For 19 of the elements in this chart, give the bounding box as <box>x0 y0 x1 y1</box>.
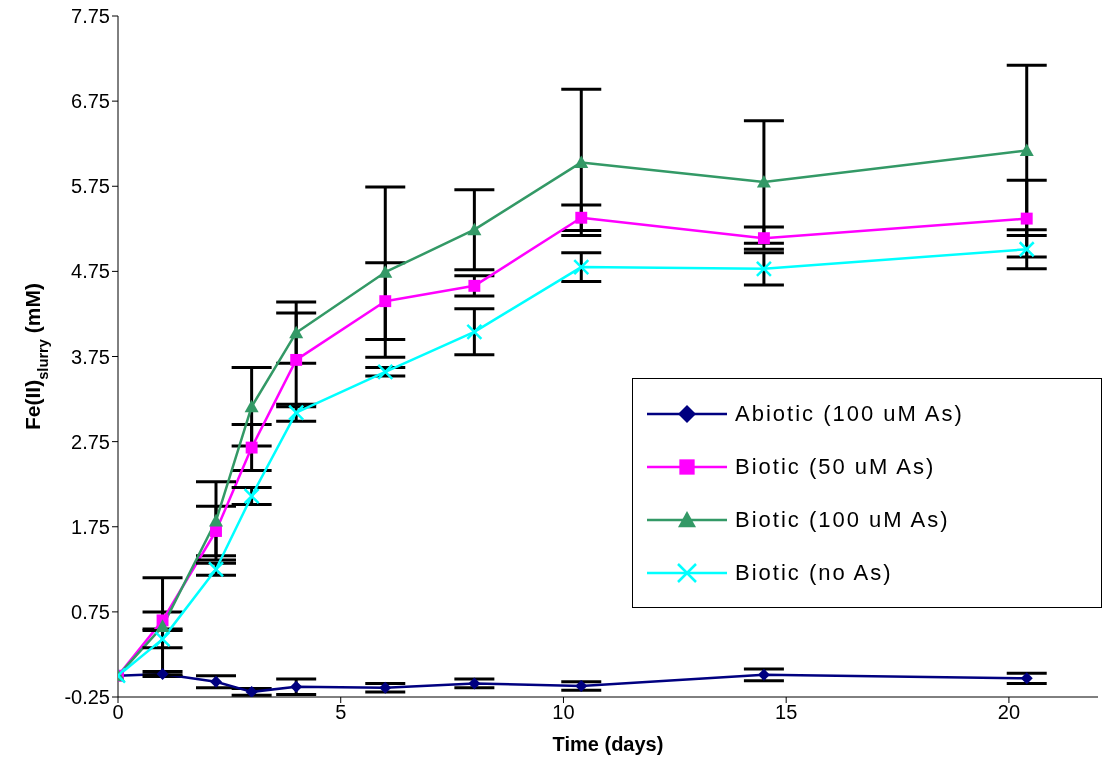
x-tick-label: 10 <box>552 701 575 724</box>
x-axis-title: Time (days) <box>552 733 664 755</box>
y-tick-label: 7.75 <box>71 5 110 28</box>
x-tick-label: 5 <box>335 701 347 724</box>
legend-label: Biotic (100 uM As) <box>735 506 950 533</box>
legend-label: Biotic (50 uM As) <box>735 453 936 480</box>
y-tick-label: 2.75 <box>71 430 110 453</box>
legend-label: Biotic (no As) <box>735 559 893 586</box>
y-tick-label: 6.75 <box>71 90 110 113</box>
x-tick-label: 20 <box>997 701 1021 724</box>
y-tick-label: 0.75 <box>71 600 110 623</box>
x-tick-label: 0 <box>112 701 124 724</box>
y-tick-label: 1.75 <box>71 515 110 538</box>
legend-label: Abiotic (100 uM As) <box>735 400 964 427</box>
y-tick-label: 5.75 <box>71 175 110 198</box>
y-tick-label: 4.75 <box>71 260 110 283</box>
y-tick-label: 3.75 <box>71 345 110 368</box>
y-tick-label: -0.25 <box>64 686 110 709</box>
x-tick-label: 15 <box>775 701 798 724</box>
